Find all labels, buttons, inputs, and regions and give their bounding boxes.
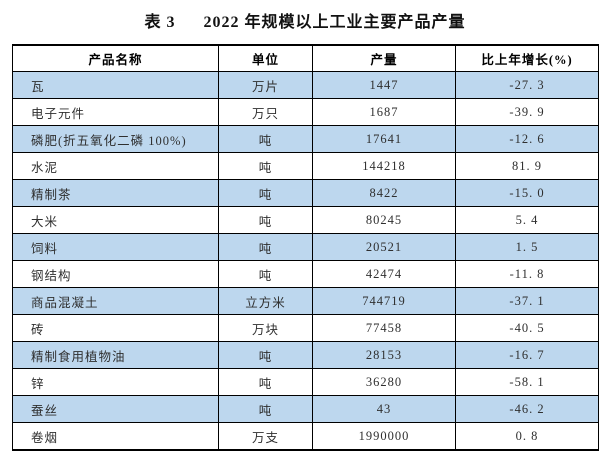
cell-unit: 吨 xyxy=(218,206,313,234)
cell-output: 28153 xyxy=(312,341,456,369)
cell-output: 17641 xyxy=(312,125,456,153)
cell-unit: 吨 xyxy=(218,233,313,261)
cell-unit: 吨 xyxy=(218,395,313,423)
cell-growth: -12. 6 xyxy=(455,125,599,153)
table-row: 大米吨 80245 5. 4 xyxy=(12,206,599,234)
cell-product-name: 砖 xyxy=(12,314,219,342)
table-body: 瓦万片 1447 -27. 3 电子元件 万只 1687 -39. 9 磷肥(折五氧化二磷 1… xyxy=(12,71,599,451)
cell-growth: 5. 4 xyxy=(455,206,599,234)
table-row: 精制茶吨 8422 -15. 0 xyxy=(12,179,599,207)
header-output: 产量 xyxy=(312,44,456,72)
cell-growth: -11. 8 xyxy=(455,260,599,288)
cell-product-name: 饲料 xyxy=(12,233,219,261)
cell-output: 8422 xyxy=(312,179,456,207)
table-title-label: 表 3 xyxy=(144,14,176,31)
table-row: 卷烟 万支 1990000 0. 8 xyxy=(12,422,599,451)
cell-growth: -46. 2 xyxy=(455,395,599,423)
table-row: 锌吨 36280 -58. 1 xyxy=(12,368,599,396)
cell-product-name: 精制茶 xyxy=(12,179,219,207)
cell-unit: 吨 xyxy=(218,341,313,369)
cell-growth: -58. 1 xyxy=(455,368,599,396)
cell-output: 42474 xyxy=(312,260,456,288)
cell-growth: -39. 9 xyxy=(455,98,599,126)
cell-output: 1990000 xyxy=(312,422,456,451)
table-row: 瓦万片 1447 -27. 3 xyxy=(12,71,599,99)
cell-unit: 万支 xyxy=(218,422,313,451)
cell-output: 1687 xyxy=(312,98,456,126)
cell-output: 36280 xyxy=(312,368,456,396)
table-header-row: 产品名称 单位 产量 比上年增长(%) xyxy=(12,44,599,72)
cell-product-name: 水泥 xyxy=(12,152,219,180)
cell-growth: -37. 1 xyxy=(455,287,599,315)
cell-unit: 万片 xyxy=(218,71,313,99)
table-row: 钢结构吨 42474 -11. 8 xyxy=(12,260,599,288)
table-row: 饲料吨 20521 1. 5 xyxy=(12,233,599,261)
table-row: 砖万块 77458 -40. 5 xyxy=(12,314,599,342)
table-row: 磷肥(折五氧化二磷 100%) 吨 17641 -12. 6 xyxy=(12,125,599,153)
header-growth: 比上年增长(%) xyxy=(455,44,599,72)
table-row: 商品混凝土 立方米 744719 -37. 1 xyxy=(12,287,599,315)
cell-growth: -15. 0 xyxy=(455,179,599,207)
cell-growth: 0. 8 xyxy=(455,422,599,451)
cell-growth: 1. 5 xyxy=(455,233,599,261)
cell-unit: 吨 xyxy=(218,368,313,396)
cell-product-name: 蚕丝 xyxy=(12,395,219,423)
cell-product-name: 钢结构 xyxy=(12,260,219,288)
table-row: 电子元件 万只 1687 -39. 9 xyxy=(12,98,599,126)
cell-growth: -16. 7 xyxy=(455,341,599,369)
cell-unit: 吨 xyxy=(218,125,313,153)
cell-growth: 81. 9 xyxy=(455,152,599,180)
cell-product-name: 电子元件 xyxy=(12,98,219,126)
cell-product-name: 锌 xyxy=(12,368,219,396)
cell-product-name: 磷肥(折五氧化二磷 100%) xyxy=(12,125,219,153)
cell-growth: -40. 5 xyxy=(455,314,599,342)
cell-unit: 吨 xyxy=(218,260,313,288)
cell-product-name: 商品混凝土 xyxy=(12,287,219,315)
cell-output: 744719 xyxy=(312,287,456,315)
table-title: 表 3 2022 年规模以上工业主要产品产量 xyxy=(0,8,610,32)
cell-unit: 吨 xyxy=(218,152,313,180)
cell-unit: 万只 xyxy=(218,98,313,126)
cell-output: 80245 xyxy=(312,206,456,234)
table-row: 精制食用植物油吨 28153 -16. 7 xyxy=(12,341,599,369)
table-title-text: 2022 年规模以上工业主要产品产量 xyxy=(203,14,466,31)
table-row: 蚕丝吨 43 -46. 2 xyxy=(12,395,599,423)
cell-output: 20521 xyxy=(312,233,456,261)
cell-growth: -27. 3 xyxy=(455,71,599,99)
products-table: 产品名称 单位 产量 比上年增长(%) 瓦万片 1447 -27. 3 电子元件 万只 1… xyxy=(12,44,599,451)
cell-output: 1447 xyxy=(312,71,456,99)
cell-product-name: 精制食用植物油 xyxy=(12,341,219,369)
cell-unit: 吨 xyxy=(218,179,313,207)
header-unit: 单位 xyxy=(218,44,313,72)
cell-output: 77458 xyxy=(312,314,456,342)
cell-product-name: 卷烟 xyxy=(12,422,219,451)
cell-output: 43 xyxy=(312,395,456,423)
cell-product-name: 瓦 xyxy=(12,71,219,99)
cell-unit: 万块 xyxy=(218,314,313,342)
cell-product-name: 大米 xyxy=(12,206,219,234)
header-product-name: 产品名称 xyxy=(12,44,219,72)
cell-unit: 立方米 xyxy=(218,287,313,315)
table-row: 水泥吨 144218 81. 9 xyxy=(12,152,599,180)
cell-output: 144218 xyxy=(312,152,456,180)
